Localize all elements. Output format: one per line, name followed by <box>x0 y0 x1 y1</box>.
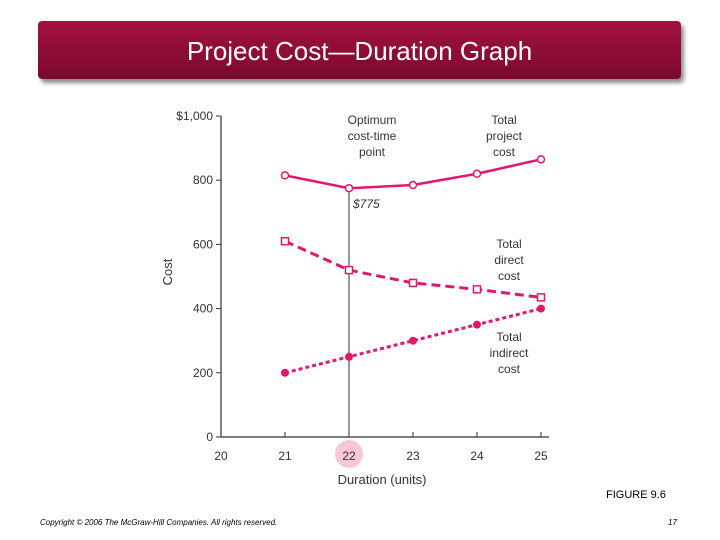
data-point <box>537 304 545 313</box>
data-point <box>536 293 546 302</box>
x-tick-label: 22 <box>342 449 356 463</box>
data-point <box>280 236 290 246</box>
highlighted-x-tick-circle <box>335 440 363 468</box>
x-tick-label: 24 <box>470 449 484 463</box>
data-point <box>280 171 290 180</box>
data-point <box>472 169 482 179</box>
optimum-annotation: Optimum cost-time point <box>348 113 397 159</box>
figure-label: FIGURE 9.6 <box>606 489 666 501</box>
data-point <box>281 368 289 377</box>
x-tick-label: 21 <box>278 449 292 463</box>
title-bar: Project Cost—Duration Graph <box>38 21 681 79</box>
data-point <box>472 285 482 294</box>
ticks-layer: 0 200 400 600 800 $1,000 20 21 22 23 24 25 <box>176 109 548 463</box>
data-point <box>408 180 418 190</box>
series-layer <box>280 155 546 377</box>
y-tick-label: 400 <box>193 302 213 316</box>
labels-layer: Total project cost Total direct cost Total indi… <box>348 113 529 376</box>
y-tick-label: 200 <box>193 366 213 380</box>
data-point <box>344 183 354 193</box>
data-point <box>473 320 481 329</box>
series-line <box>284 239 542 299</box>
data-point <box>345 352 353 361</box>
data-point <box>344 265 354 275</box>
series-line <box>284 307 542 375</box>
y-tick-label: 800 <box>193 173 213 187</box>
series-label: Total direct cost <box>494 237 524 283</box>
data-point <box>409 336 417 345</box>
x-axis-title: Duration (units) <box>338 472 427 487</box>
x-tick-label: 20 <box>214 449 228 463</box>
optimum-value-label: $775 <box>352 197 380 211</box>
page-number: 17 <box>668 518 677 527</box>
data-point <box>408 278 418 288</box>
y-tick-label: 600 <box>193 237 213 251</box>
data-point <box>536 155 546 164</box>
y-axis-title: Cost <box>160 258 175 285</box>
x-tick-label: 25 <box>534 449 548 463</box>
slide-title: Project Cost—Duration Graph <box>186 36 533 66</box>
copyright-text: Copyright © 2006 The McGraw-Hill Compani… <box>40 518 278 527</box>
x-tick-label: 23 <box>406 449 420 463</box>
series-label: Total project cost <box>486 113 523 159</box>
y-tick-label: 0 <box>206 430 213 444</box>
y-tick-label: $1,000 <box>176 109 213 123</box>
series-label: Total indirect cost <box>490 330 529 376</box>
